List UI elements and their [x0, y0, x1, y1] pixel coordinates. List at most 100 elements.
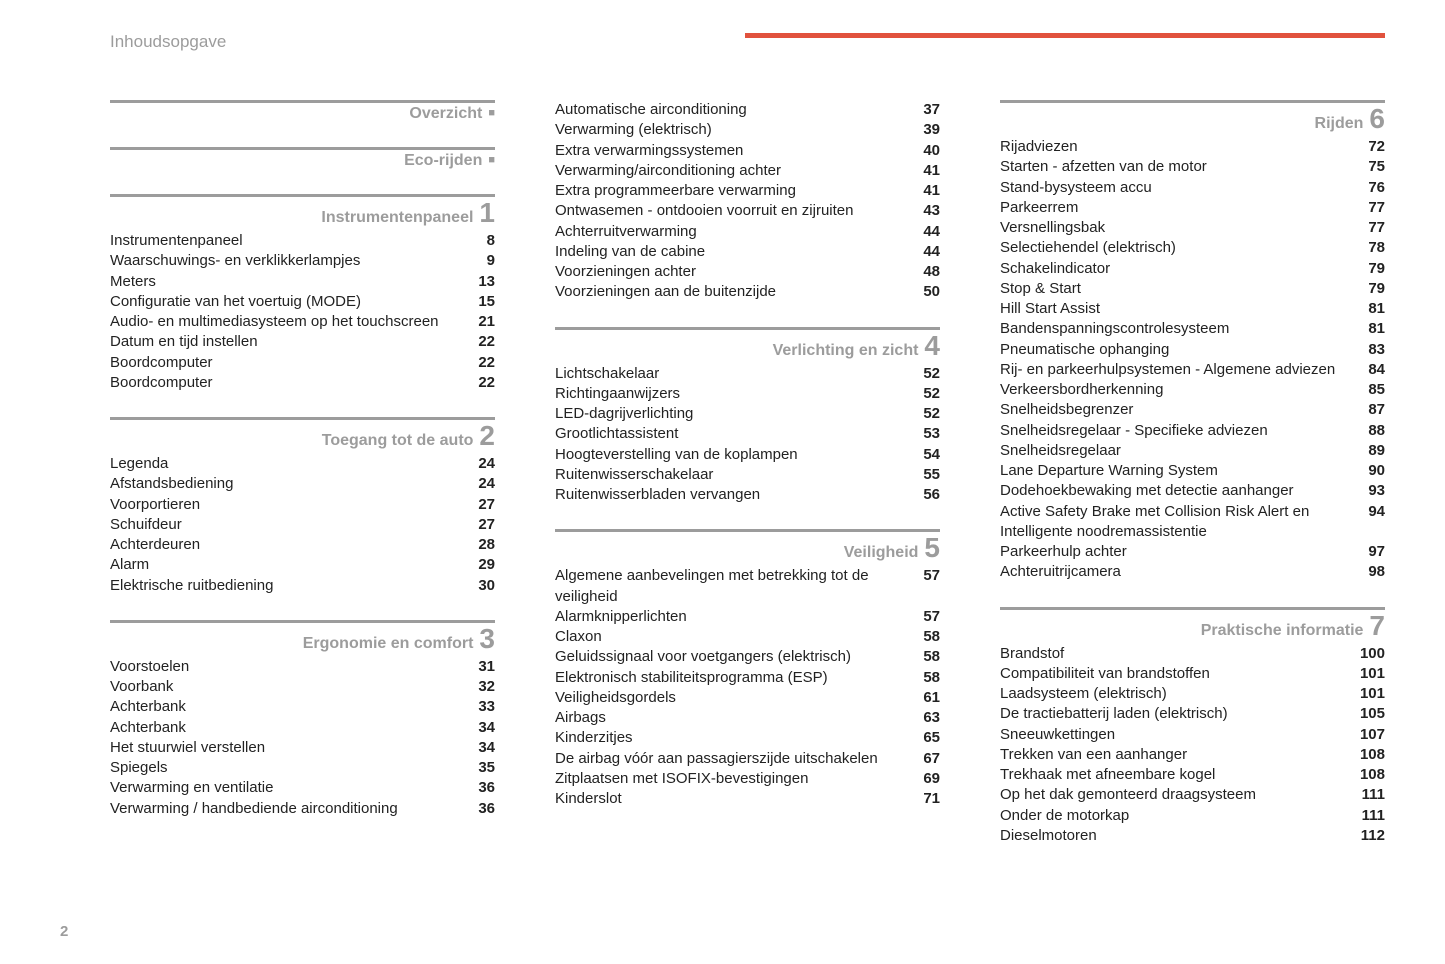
toc-entry[interactable]: Boordcomputer22 [110, 373, 495, 393]
toc-entry[interactable]: Geluidssignaal voor voetgangers (elektri… [555, 647, 940, 667]
toc-entry[interactable]: Extra verwarmingssystemen40 [555, 141, 940, 161]
toc-entry[interactable]: Zitplaatsen met ISOFIX-bevestigingen69 [555, 769, 940, 789]
toc-entry[interactable]: Brandstof100 [1000, 644, 1385, 664]
toc-entry[interactable]: Waarschuwings- en verklikkerlampjes9 [110, 251, 495, 271]
toc-entry[interactable]: Voorzieningen achter48 [555, 262, 940, 282]
toc-entry[interactable]: Starten - afzetten van de motor75 [1000, 157, 1385, 177]
toc-entry[interactable]: Active Safety Brake met Collision Risk A… [1000, 502, 1385, 543]
toc-entry[interactable]: Achterbank34 [110, 718, 495, 738]
toc-entry-page: 13 [467, 272, 495, 292]
toc-entry[interactable]: Richtingaanwijzers52 [555, 384, 940, 404]
toc-entry[interactable]: Snelheidsregelaar - Specifieke adviezen8… [1000, 421, 1385, 441]
toc-entry[interactable]: Schakelindicator79 [1000, 259, 1385, 279]
toc-entry[interactable]: De tractiebatterij laden (elektrisch)105 [1000, 704, 1385, 724]
toc-entry[interactable]: Afstandsbediening24 [110, 474, 495, 494]
toc-entry-page: 111 [1357, 806, 1385, 826]
toc-entry-page: 90 [1357, 461, 1385, 481]
toc-entry[interactable]: Hill Start Assist81 [1000, 299, 1385, 319]
toc-entry[interactable]: Elektrische ruitbediening30 [110, 576, 495, 596]
toc-entry[interactable]: Algemene aanbevelingen met betrekking to… [555, 566, 940, 607]
toc-entry[interactable]: Stop & Start79 [1000, 279, 1385, 299]
toc-entry[interactable]: Bandenspanningscontrolesysteem81 [1000, 319, 1385, 339]
toc-entry[interactable]: Kinderslot71 [555, 789, 940, 809]
toc-entry-label: Voorstoelen [110, 657, 455, 677]
toc-entry[interactable]: Boordcomputer22 [110, 353, 495, 373]
toc-entry[interactable]: Alarmknipperlichten57 [555, 607, 940, 627]
toc-entry[interactable]: Elektronisch stabiliteitsprogramma (ESP)… [555, 668, 940, 688]
toc-entry-label: Active Safety Brake met Collision Risk A… [1000, 502, 1345, 543]
toc-entry[interactable]: Voorstoelen31 [110, 657, 495, 677]
toc-entry[interactable]: Trekhaak met afneembare kogel108 [1000, 765, 1385, 785]
toc-entry-page: 94 [1357, 502, 1385, 522]
toc-entry[interactable]: Compatibiliteit van brandstoffen101 [1000, 664, 1385, 684]
toc-entry[interactable]: Rij- en parkeerhulpsystemen - Algemene a… [1000, 360, 1385, 380]
toc-entry[interactable]: Automatische airconditioning37 [555, 100, 940, 120]
toc-entry[interactable]: Op het dak gemonteerd draagsysteem111 [1000, 785, 1385, 805]
toc-entry[interactable]: Ruitenwisserschakelaar55 [555, 465, 940, 485]
toc-entry[interactable]: Audio- en multimediasysteem op het touch… [110, 312, 495, 332]
toc-entry[interactable]: Verwarming en ventilatie36 [110, 778, 495, 798]
toc-entry[interactable]: Trekken van een aanhanger108 [1000, 745, 1385, 765]
toc-entry[interactable]: Voorportieren27 [110, 495, 495, 515]
toc-entry[interactable]: Ruitenwisserbladen vervangen56 [555, 485, 940, 505]
toc-entry-label: Dodehoekbewaking met detectie aanhanger [1000, 481, 1345, 501]
toc-entry-label: De airbag vóór aan passagierszijde uitsc… [555, 749, 900, 769]
toc-entry-page: 61 [912, 688, 940, 708]
toc-entry[interactable]: Rijadviezen72 [1000, 137, 1385, 157]
toc-entry[interactable]: Configuratie van het voertuig (MODE)15 [110, 292, 495, 312]
toc-entry[interactable]: Selectiehendel (elektrisch)78 [1000, 238, 1385, 258]
toc-entry[interactable]: De airbag vóór aan passagierszijde uitsc… [555, 749, 940, 769]
toc-entry-label: Achterruitverwarming [555, 222, 900, 242]
toc-entry[interactable]: Verwarming (elektrisch)39 [555, 120, 940, 140]
toc-entry-label: Meters [110, 272, 455, 292]
toc-entry[interactable]: Claxon58 [555, 627, 940, 647]
toc-entry[interactable]: Legenda24 [110, 454, 495, 474]
toc-entry[interactable]: Extra programmeerbare verwarming41 [555, 181, 940, 201]
section-number: 7 [1369, 612, 1385, 640]
toc-entry[interactable]: Voorbank32 [110, 677, 495, 697]
toc-entry[interactable]: Laadsysteem (elektrisch)101 [1000, 684, 1385, 704]
toc-entry[interactable]: Airbags63 [555, 708, 940, 728]
toc-entry[interactable]: Achterdeuren28 [110, 535, 495, 555]
toc-entry[interactable]: Verwarming / handbediende airconditionin… [110, 799, 495, 819]
toc-entry[interactable]: Spiegels35 [110, 758, 495, 778]
toc-entry[interactable]: Dodehoekbewaking met detectie aanhanger9… [1000, 481, 1385, 501]
toc-entry[interactable]: Lichtschakelaar52 [555, 364, 940, 384]
toc-entry-page: 87 [1357, 400, 1385, 420]
toc-entry[interactable]: Voorzieningen aan de buitenzijde50 [555, 282, 940, 302]
toc-entry[interactable]: Parkeerhulp achter97 [1000, 542, 1385, 562]
toc-entry[interactable]: Achteruitrijcamera98 [1000, 562, 1385, 582]
toc-entry[interactable]: Veiligheidsgordels61 [555, 688, 940, 708]
toc-entry[interactable]: Onder de motorkap111 [1000, 806, 1385, 826]
toc-entry[interactable]: Stand-bysysteem accu76 [1000, 178, 1385, 198]
toc-entry[interactable]: Verkeersbordherkenning85 [1000, 380, 1385, 400]
toc-entry[interactable]: Instrumentenpaneel8 [110, 231, 495, 251]
toc-entry-label: Claxon [555, 627, 900, 647]
toc-entry-label: Voorzieningen aan de buitenzijde [555, 282, 900, 302]
toc-entry[interactable]: Achterbank33 [110, 697, 495, 717]
toc-entry[interactable]: Verwarming/airconditioning achter41 [555, 161, 940, 181]
toc-entry[interactable]: Pneumatische ophanging83 [1000, 340, 1385, 360]
toc-entry[interactable]: Versnellingsbak77 [1000, 218, 1385, 238]
toc-entry[interactable]: Schuifdeur27 [110, 515, 495, 535]
toc-entry[interactable]: Lane Departure Warning System90 [1000, 461, 1385, 481]
toc-entry[interactable]: Dieselmotoren112 [1000, 826, 1385, 846]
toc-entry[interactable]: Grootlichtassistent53 [555, 424, 940, 444]
toc-entry[interactable]: Kinderzitjes65 [555, 728, 940, 748]
toc-entry[interactable]: Alarm29 [110, 555, 495, 575]
toc-entry-label: Achterdeuren [110, 535, 455, 555]
toc-entry[interactable]: Het stuurwiel verstellen34 [110, 738, 495, 758]
toc-entry[interactable]: Datum en tijd instellen22 [110, 332, 495, 352]
toc-entry[interactable]: Sneeuwkettingen107 [1000, 725, 1385, 745]
toc-entry[interactable]: Indeling van de cabine44 [555, 242, 940, 262]
toc-entry-label: Boordcomputer [110, 353, 455, 373]
toc-entry[interactable]: Achterruitverwarming44 [555, 222, 940, 242]
toc-entry-label: Airbags [555, 708, 900, 728]
toc-entry[interactable]: LED-dagrijverlichting52 [555, 404, 940, 424]
toc-entry[interactable]: Snelheidsbegrenzer87 [1000, 400, 1385, 420]
toc-entry[interactable]: Meters 13 [110, 272, 495, 292]
toc-entry[interactable]: Hoogteverstelling van de koplampen54 [555, 445, 940, 465]
toc-entry[interactable]: Parkeerrem77 [1000, 198, 1385, 218]
toc-entry[interactable]: Ontwasemen - ontdooien voorruit en zijru… [555, 201, 940, 221]
toc-entry[interactable]: Snelheidsregelaar89 [1000, 441, 1385, 461]
